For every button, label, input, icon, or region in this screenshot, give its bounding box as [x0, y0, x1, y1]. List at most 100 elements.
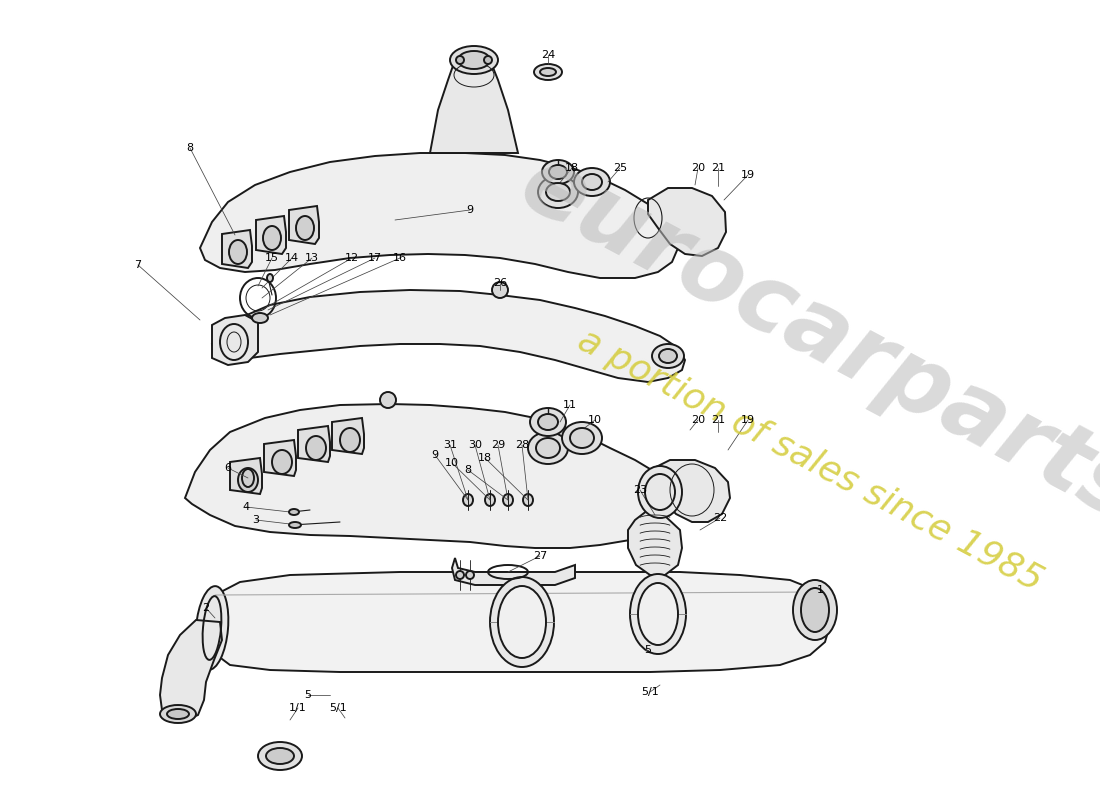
Text: 16: 16: [393, 253, 407, 263]
Text: 6: 6: [224, 463, 231, 473]
Text: 8: 8: [186, 143, 194, 153]
Ellipse shape: [296, 216, 314, 240]
Ellipse shape: [530, 408, 566, 436]
Ellipse shape: [196, 586, 229, 670]
Text: 19: 19: [741, 170, 755, 180]
Text: 15: 15: [265, 253, 279, 263]
Text: 1/1: 1/1: [289, 703, 307, 713]
Polygon shape: [256, 216, 286, 254]
Ellipse shape: [458, 51, 490, 69]
Ellipse shape: [160, 705, 196, 723]
Text: 21: 21: [711, 415, 725, 425]
Ellipse shape: [466, 571, 474, 579]
Text: 28: 28: [515, 440, 529, 450]
Polygon shape: [430, 48, 518, 153]
Polygon shape: [200, 153, 678, 278]
Text: 2: 2: [202, 603, 210, 613]
Polygon shape: [648, 188, 726, 256]
Text: 31: 31: [443, 440, 456, 450]
Text: 26: 26: [493, 278, 507, 288]
Ellipse shape: [242, 469, 254, 487]
Text: 20: 20: [691, 415, 705, 425]
Ellipse shape: [263, 226, 280, 250]
Text: 9: 9: [466, 205, 474, 215]
Polygon shape: [185, 404, 670, 548]
Ellipse shape: [267, 274, 273, 282]
Ellipse shape: [340, 428, 360, 452]
Ellipse shape: [659, 349, 676, 363]
Polygon shape: [332, 418, 364, 454]
Ellipse shape: [463, 494, 473, 506]
Text: 20: 20: [691, 163, 705, 173]
Ellipse shape: [652, 344, 684, 368]
Text: 8: 8: [464, 465, 472, 475]
Text: 19: 19: [741, 415, 755, 425]
Ellipse shape: [456, 56, 464, 64]
Polygon shape: [289, 206, 319, 244]
Ellipse shape: [306, 436, 326, 460]
Ellipse shape: [801, 588, 829, 632]
Ellipse shape: [630, 574, 686, 654]
Text: 5: 5: [305, 690, 311, 700]
Ellipse shape: [498, 586, 546, 658]
Ellipse shape: [379, 392, 396, 408]
Ellipse shape: [238, 468, 258, 492]
Text: 5/1: 5/1: [641, 687, 659, 697]
Text: eurocarparts: eurocarparts: [505, 138, 1100, 542]
Ellipse shape: [492, 282, 508, 298]
Ellipse shape: [229, 240, 248, 264]
Ellipse shape: [289, 509, 299, 515]
Ellipse shape: [546, 183, 570, 201]
Polygon shape: [160, 620, 222, 720]
Ellipse shape: [258, 742, 303, 770]
Ellipse shape: [540, 68, 556, 76]
Ellipse shape: [793, 580, 837, 640]
Text: 14: 14: [285, 253, 299, 263]
Text: 25: 25: [613, 163, 627, 173]
Polygon shape: [212, 290, 685, 382]
Ellipse shape: [252, 313, 268, 323]
Ellipse shape: [536, 438, 560, 458]
Ellipse shape: [522, 494, 534, 506]
Text: 29: 29: [491, 440, 505, 450]
Ellipse shape: [562, 422, 602, 454]
Text: 18: 18: [565, 163, 579, 173]
Text: 10: 10: [446, 458, 459, 468]
Text: 5: 5: [645, 645, 651, 655]
Text: 5/1: 5/1: [329, 703, 346, 713]
Text: 13: 13: [305, 253, 319, 263]
Text: 11: 11: [563, 400, 578, 410]
Ellipse shape: [528, 432, 568, 464]
Text: 18: 18: [477, 453, 492, 463]
Polygon shape: [452, 558, 575, 585]
Text: 12: 12: [345, 253, 359, 263]
Ellipse shape: [549, 165, 566, 179]
Ellipse shape: [490, 577, 554, 667]
Text: 22: 22: [713, 513, 727, 523]
Polygon shape: [298, 426, 330, 462]
Polygon shape: [230, 458, 262, 494]
Text: 7: 7: [134, 260, 142, 270]
Text: 1: 1: [816, 585, 824, 595]
Polygon shape: [212, 315, 258, 365]
Text: 3: 3: [253, 515, 260, 525]
Text: 9: 9: [431, 450, 439, 460]
Ellipse shape: [534, 64, 562, 80]
Ellipse shape: [538, 414, 558, 430]
Text: 17: 17: [367, 253, 382, 263]
Text: 23: 23: [632, 485, 647, 495]
Ellipse shape: [456, 571, 464, 579]
Polygon shape: [628, 510, 682, 575]
Ellipse shape: [582, 174, 602, 190]
Ellipse shape: [272, 450, 292, 474]
Ellipse shape: [638, 466, 682, 518]
Ellipse shape: [570, 428, 594, 448]
Ellipse shape: [485, 494, 495, 506]
Polygon shape: [205, 572, 830, 672]
Text: 27: 27: [532, 551, 547, 561]
Ellipse shape: [289, 522, 301, 528]
Ellipse shape: [574, 168, 611, 196]
Ellipse shape: [167, 709, 189, 719]
Ellipse shape: [542, 160, 574, 184]
Text: 4: 4: [242, 502, 250, 512]
